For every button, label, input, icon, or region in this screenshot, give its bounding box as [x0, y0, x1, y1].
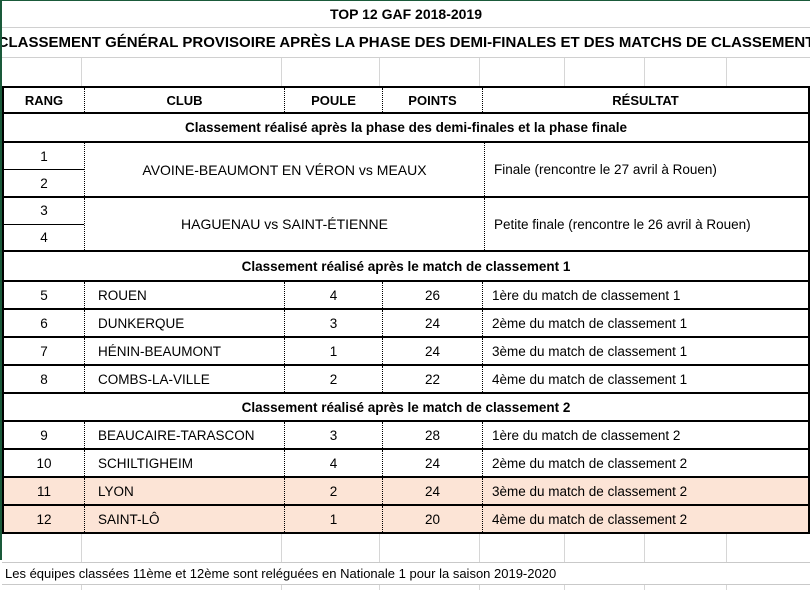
section-header-classement1: Classement réalisé après le match de cla… — [4, 252, 808, 282]
partial-grid-row — [2, 585, 810, 590]
rank-cell: 2 — [40, 175, 48, 191]
club-cell: DUNKERQUE — [84, 310, 284, 336]
points-cell: 24 — [382, 338, 482, 364]
table-row: 6 DUNKERQUE 3 24 2ème du match de classe… — [4, 310, 808, 338]
page-subtitle: CLASSEMENT GÉNÉRAL PROVISOIRE APRÈS LA P… — [2, 28, 810, 58]
section-header-finals: Classement réalisé après la phase des de… — [4, 114, 808, 143]
result-cell: 2ème du match de classement 1 — [482, 310, 808, 336]
club-cell: BEAUCAIRE-TARASCON — [84, 422, 284, 448]
points-cell: 28 — [382, 422, 482, 448]
club-cell: SAINT-LÔ — [84, 506, 284, 532]
top-edge-green-border — [0, 0, 810, 1]
points-cell: 20 — [382, 506, 482, 532]
header-result: RÉSULTAT — [482, 88, 808, 112]
points-cell: 24 — [382, 478, 482, 504]
left-edge-green-border — [0, 0, 2, 560]
result-cell: 3ème du match de classement 2 — [482, 478, 808, 504]
rank-cell: 12 — [36, 511, 52, 527]
matchup-cell: HAGUENAU vs SAINT-ÉTIENNE — [84, 198, 484, 250]
empty-grid-row — [2, 534, 810, 562]
rank-cell: 3 — [4, 198, 84, 225]
header-rank: RANG — [24, 92, 64, 108]
header-points: POINTS — [382, 88, 482, 112]
table-row: 9 BEAUCAIRE-TARASCON 3 28 1ère du match … — [4, 422, 808, 450]
rank-cell: 9 — [40, 427, 48, 443]
page-title: TOP 12 GAF 2018-2019 — [2, 1, 810, 28]
poule-cell: 1 — [284, 338, 382, 364]
poule-cell: 2 — [284, 366, 382, 392]
rank-cell: 1 — [4, 143, 84, 170]
points-cell: 24 — [382, 450, 482, 476]
result-cell: 1ère du match de classement 1 — [482, 282, 808, 308]
table-row-final: 1 2 AVOINE-BEAUMONT EN VÉRON vs MEAUX Fi… — [4, 143, 808, 198]
table-row-relegated: 11 LYON 2 24 3ème du match de classement… — [4, 478, 808, 506]
table-header-row: RANG CLUB POULE POINTS RÉSULTAT — [4, 88, 808, 114]
table-row: 5 ROUEN 4 26 1ère du match de classement… — [4, 282, 808, 310]
rank-cell: 10 — [36, 455, 52, 471]
club-cell: HÉNIN-BEAUMONT — [84, 338, 284, 364]
matchup-cell: AVOINE-BEAUMONT EN VÉRON vs MEAUX — [84, 143, 484, 196]
rank-cell: 4 — [40, 229, 48, 245]
header-club: CLUB — [84, 88, 284, 112]
club-cell: ROUEN — [84, 282, 284, 308]
poule-cell: 1 — [284, 506, 382, 532]
poule-cell: 4 — [284, 450, 382, 476]
table-row: 10 SCHILTIGHEIM 4 24 2ème du match de cl… — [4, 450, 808, 478]
result-cell: Petite finale (rencontre le 26 avril à R… — [484, 198, 808, 250]
rank-cell: 5 — [40, 287, 48, 303]
result-cell: 4ème du match de classement 1 — [482, 366, 808, 392]
poule-cell: 2 — [284, 478, 382, 504]
rank-cell: 6 — [40, 315, 48, 331]
rank-cell: 11 — [36, 483, 51, 499]
empty-grid-row — [2, 58, 810, 86]
relegation-note: Les équipes classées 11ème et 12ème sont… — [2, 562, 810, 585]
poule-cell: 3 — [284, 310, 382, 336]
result-cell: Finale (rencontre le 27 avril à Rouen) — [484, 143, 808, 196]
header-poule: POULE — [284, 88, 382, 112]
table-row-relegated: 12 SAINT-LÔ 1 20 4ème du match de classe… — [4, 506, 808, 534]
points-cell: 22 — [382, 366, 482, 392]
points-cell: 26 — [382, 282, 482, 308]
result-cell: 1ère du match de classement 2 — [482, 422, 808, 448]
table-row: 8 COMBS-LA-VILLE 2 22 4ème du match de c… — [4, 366, 808, 394]
poule-cell: 3 — [284, 422, 382, 448]
club-cell: COMBS-LA-VILLE — [84, 366, 284, 392]
rank-pair: 1 2 — [4, 143, 84, 196]
rank-cell: 7 — [40, 343, 48, 359]
table-row: 7 HÉNIN-BEAUMONT 1 24 3ème du match de c… — [4, 338, 808, 366]
ranking-table: RANG CLUB POULE POINTS RÉSULTAT Classeme… — [2, 86, 810, 534]
rank-cell: 8 — [40, 371, 48, 387]
result-cell: 4ème du match de classement 2 — [482, 506, 808, 532]
section-header-classement2: Classement réalisé après le match de cla… — [4, 394, 808, 422]
result-cell: 2ème du match de classement 2 — [482, 450, 808, 476]
result-cell: 3ème du match de classement 1 — [482, 338, 808, 364]
club-cell: SCHILTIGHEIM — [84, 450, 284, 476]
rank-pair: 3 4 — [4, 198, 84, 250]
table-row-petite-finale: 3 4 HAGUENAU vs SAINT-ÉTIENNE Petite fin… — [4, 198, 808, 252]
poule-cell: 4 — [284, 282, 382, 308]
points-cell: 24 — [382, 310, 482, 336]
club-cell: LYON — [84, 478, 284, 504]
